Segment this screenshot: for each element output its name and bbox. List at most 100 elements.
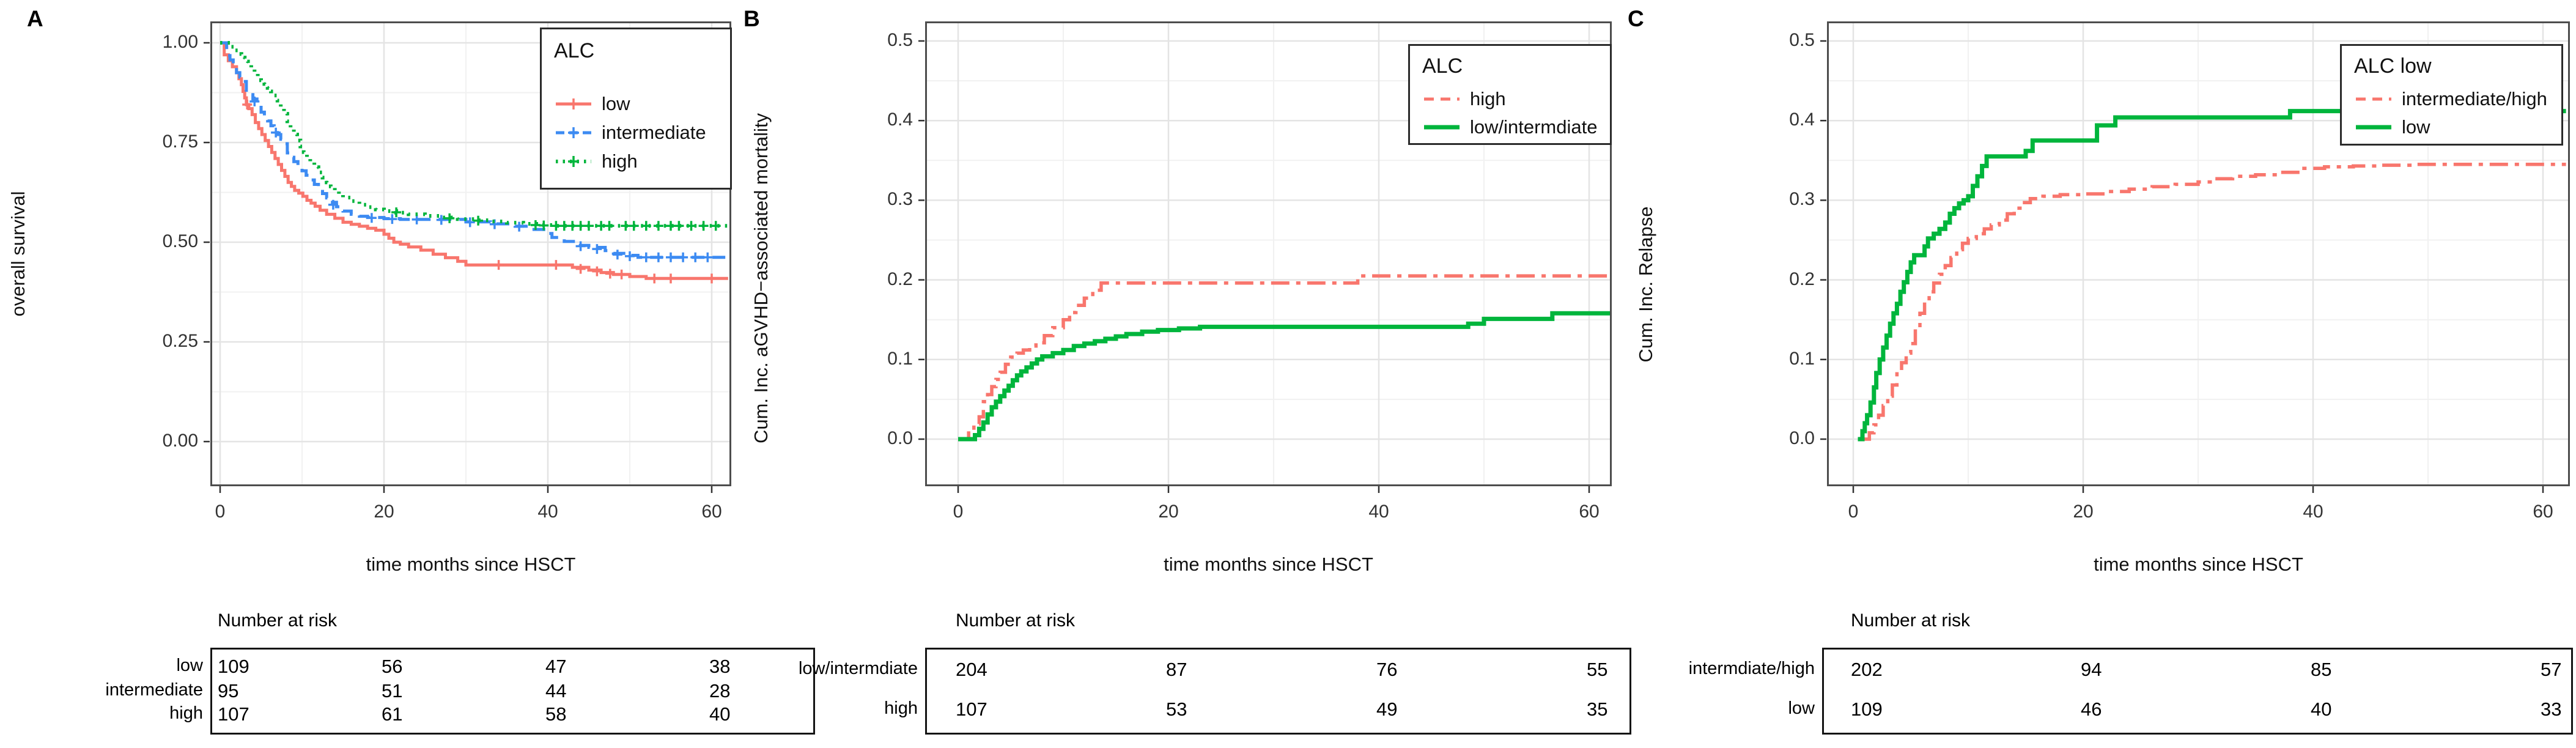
censor-mark (391, 207, 402, 218)
risk-count: 85 (2311, 659, 2332, 680)
x-tick-label: 20 (1158, 502, 1179, 522)
legend-item-high: high (554, 150, 638, 172)
risk-count: 40 (2311, 698, 2332, 720)
legend-item-label: intermediate (602, 122, 706, 143)
censor-mark (551, 221, 561, 231)
censor-mark (707, 273, 717, 284)
censor-mark (328, 199, 338, 210)
risk-count: 53 (1166, 698, 1187, 720)
censor-mark (539, 220, 549, 231)
censor-mark (641, 252, 651, 262)
risk-count: 40 (709, 703, 731, 725)
curve-A-high (220, 41, 728, 228)
panel-border (925, 21, 1612, 486)
risk-count: 47 (545, 656, 567, 677)
censor-mark (653, 221, 663, 231)
x-tick-label: 40 (537, 502, 558, 522)
censor-mark (242, 100, 253, 110)
risk-count: 109 (218, 656, 249, 677)
risk-table-title: Number at risk (218, 610, 338, 631)
legend-item-label: high (1470, 88, 1506, 109)
censor-mark (551, 260, 561, 270)
curve-C-low (1858, 109, 2566, 442)
legend-key-dashdot-line-icon (1424, 97, 1460, 101)
y-tick-label: 1.00 (162, 32, 198, 52)
censor-mark (271, 127, 281, 138)
y-tick-label: 0.3 (1789, 189, 1815, 210)
legend-key-solid-line-icon (556, 98, 591, 109)
y-axis-title: overall survival (7, 191, 29, 317)
legend-item-label: low (2402, 116, 2430, 138)
risk-row-label-high: high (884, 698, 918, 718)
curve-B-low-intermdiate (958, 311, 1611, 442)
censor-mark (666, 273, 676, 284)
risk-count: 58 (545, 703, 567, 725)
legend-A: ALC low intermediate high (540, 28, 732, 190)
risk-count: 94 (2081, 659, 2102, 680)
risk-table-C (1822, 648, 2573, 735)
curve-C-intermediate-high (1862, 163, 2566, 441)
censor-mark (473, 215, 484, 226)
y-axis-title: Cum. Inc. Relapse (1635, 206, 1656, 363)
risk-table-title: Number at risk (956, 610, 1076, 631)
y-tick-label: 0.1 (887, 348, 913, 369)
y-tick-label: 0.4 (887, 109, 913, 130)
legend-C: ALC low intermediate/high low (2340, 44, 2563, 146)
x-tick-label: 60 (1579, 502, 1600, 522)
x-tick-label: 60 (2533, 502, 2553, 522)
x-axis-title: time months since HSCT (1164, 554, 1373, 575)
risk-count: 44 (545, 680, 567, 702)
curve-A-intermediate (220, 41, 728, 259)
censor-mark (567, 221, 578, 231)
legend-key-solid-line-icon (1424, 125, 1460, 130)
censor-mark (698, 221, 709, 231)
censor-mark (592, 266, 602, 276)
risk-count: 61 (382, 703, 403, 725)
risk-count: 56 (382, 656, 403, 677)
y-tick-label: 0.1 (1789, 348, 1815, 369)
censor-mark (605, 268, 615, 279)
censor-mark (686, 221, 696, 231)
censor-mark (575, 221, 586, 231)
y-tick-label: 0.4 (1789, 109, 1815, 130)
x-tick-label: 0 (1848, 502, 1859, 522)
risk-count: 76 (1376, 659, 1398, 680)
legend-key-dotted-line-icon (556, 156, 591, 167)
legend-item-label: low (602, 93, 630, 114)
censor-mark (666, 252, 676, 262)
censor-mark (678, 252, 688, 262)
risk-table-B (925, 648, 1631, 735)
censor-mark (575, 264, 586, 274)
y-tick-label: 0.2 (1789, 268, 1815, 289)
censor-mark (411, 214, 422, 224)
y-tick-label: 0.2 (887, 268, 913, 289)
legend-item-intermediate-high: intermediate/high (2354, 88, 2547, 109)
x-axis-title: time months since HSCT (2094, 554, 2303, 575)
risk-row-label-low-intermdiate: low/intermdiate (798, 659, 918, 678)
censor-mark (641, 221, 651, 231)
legend-title: ALC low (2354, 54, 2432, 78)
censor-mark (445, 213, 455, 223)
censor-mark (592, 244, 602, 254)
censor-mark (649, 273, 660, 284)
y-tick-label: 0.3 (887, 189, 913, 210)
x-tick-label: 20 (2073, 502, 2094, 522)
risk-count: 107 (218, 703, 249, 725)
legend-item-low: low (554, 93, 630, 114)
censor-mark (625, 251, 635, 261)
legend-item-low-intermdiate: low/intermdiate (1422, 116, 1598, 138)
legend-item-label: low/intermdiate (1470, 116, 1598, 138)
x-axis-title: time months since HSCT (366, 554, 576, 575)
panel-letter-A: A (27, 6, 43, 31)
risk-row-label-low: low (176, 656, 203, 675)
y-tick-label: 0.5 (887, 30, 913, 50)
x-tick-label: 0 (215, 502, 226, 522)
panel-border (1827, 21, 2570, 486)
risk-count: 57 (2541, 659, 2562, 680)
risk-row-label-intermdiate-high: intermdiate/high (1688, 659, 1815, 678)
risk-count: 204 (956, 659, 987, 680)
censor-mark (621, 221, 631, 231)
risk-count: 107 (956, 698, 987, 720)
panel-letter-C: C (1628, 6, 1644, 31)
